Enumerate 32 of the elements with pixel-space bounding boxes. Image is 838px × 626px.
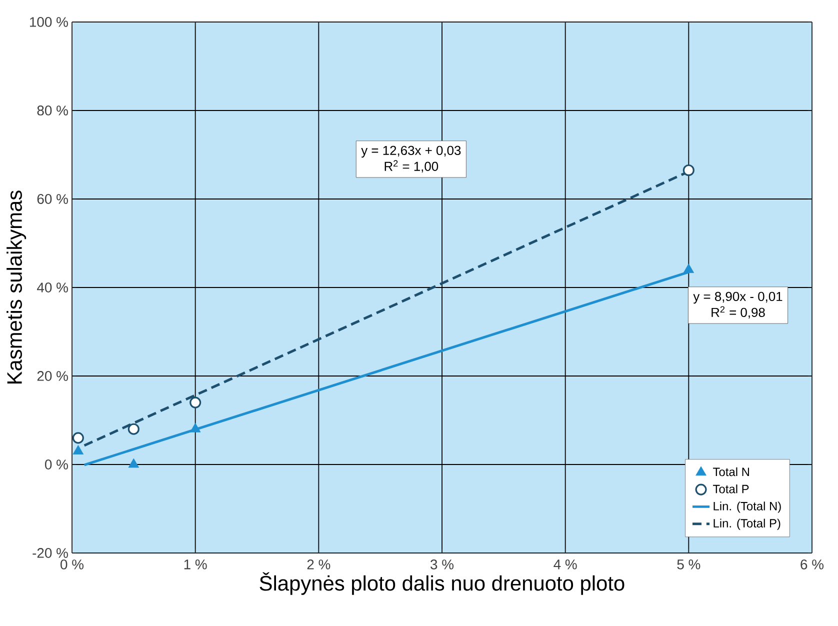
x-tick-label: 4 % bbox=[554, 560, 577, 570]
x-tick-label: 3 % bbox=[430, 560, 454, 570]
y-tick-label: 60 % bbox=[37, 194, 68, 204]
x-tick-label: 1 % bbox=[184, 560, 207, 570]
annotation: y = 12,63x + 0,03 bbox=[361, 146, 461, 158]
annotation: y = 8,90x - 0,01 bbox=[693, 292, 782, 304]
y-tick-label: 40 % bbox=[37, 282, 68, 292]
legend-label: Lin. (Total P) bbox=[714, 518, 780, 530]
y-tick-label: 100 % bbox=[30, 17, 68, 27]
y-tick-label: -20 % bbox=[32, 548, 68, 558]
y-tick-label: 0 % bbox=[44, 460, 68, 470]
point bbox=[72, 445, 84, 454]
x-tick-label: 2 % bbox=[307, 560, 330, 570]
legend-label: Lin. (Total N) bbox=[714, 502, 781, 513]
x-tick-label: 5 % bbox=[677, 560, 700, 570]
point bbox=[72, 432, 84, 444]
point bbox=[128, 423, 140, 435]
x-axis-title: Šlapynės ploto dalis nuo drenuoto ploto bbox=[260, 572, 624, 595]
y-axis-title: Kasmetis sulaikymas bbox=[6, 190, 26, 384]
annotation: R$^{2}$ = 1,00 bbox=[384, 160, 438, 172]
legend-label: Total N bbox=[713, 467, 749, 476]
point bbox=[683, 264, 694, 273]
point bbox=[190, 422, 201, 432]
legend-label: Total P bbox=[713, 484, 749, 494]
x-tick-label: 6 % bbox=[800, 560, 824, 570]
point bbox=[682, 164, 694, 176]
annotation: R$^{2}$ = 0,98 bbox=[712, 306, 765, 319]
x-tick-label: 0 % bbox=[60, 560, 84, 570]
y-tick-label: 20 % bbox=[37, 371, 68, 381]
point bbox=[128, 458, 140, 468]
point bbox=[190, 396, 202, 408]
y-tick-label: 80 % bbox=[37, 106, 68, 116]
